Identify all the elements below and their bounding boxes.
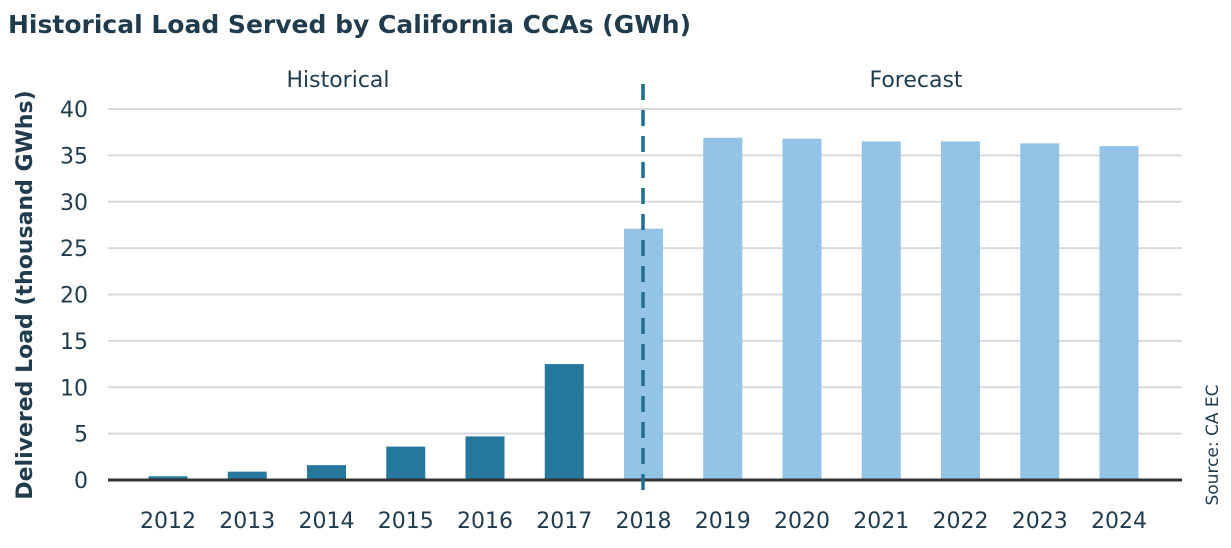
bar-2020 <box>782 138 822 480</box>
bar-2019 <box>703 137 743 480</box>
source-note: Source: CA EC <box>1203 384 1223 505</box>
bar-2023 <box>1020 143 1060 480</box>
x-tick-label: 2018 <box>616 509 672 534</box>
bar-2021 <box>861 141 901 480</box>
x-tick-label: 2014 <box>299 509 355 534</box>
x-tick-label: 2023 <box>1012 509 1068 534</box>
y-tick-label: 35 <box>60 144 88 169</box>
bar-2022 <box>941 141 980 480</box>
x-tick-label: 2024 <box>1091 509 1147 534</box>
bar-2013 <box>227 471 267 480</box>
y-tick-label: 25 <box>60 237 88 262</box>
x-tick-label: 2019 <box>695 509 751 534</box>
y-tick-label: 20 <box>60 284 88 309</box>
forecast-label: Forecast <box>869 68 962 93</box>
y-tick-label: 0 <box>74 469 88 494</box>
x-tick-label: 2022 <box>933 509 989 534</box>
bar-2024 <box>1099 146 1139 480</box>
x-tick-label: 2021 <box>853 509 909 534</box>
y-tick-label: 5 <box>74 423 88 448</box>
bar-2012 <box>148 476 188 480</box>
historical-label: Historical <box>286 68 389 93</box>
bar-2015 <box>386 446 426 480</box>
y-tick-label: 15 <box>60 330 88 355</box>
x-tick-label: 2020 <box>774 509 830 534</box>
x-tick-label: 2013 <box>219 509 275 534</box>
y-tick-label: 40 <box>60 98 88 123</box>
x-tick-label: 2016 <box>457 509 513 534</box>
chart-title: Historical Load Served by California CCA… <box>8 10 691 39</box>
x-tick-label: 2015 <box>378 509 434 534</box>
bar-2017 <box>544 364 584 480</box>
bar-2016 <box>465 436 505 480</box>
x-tick-label: 2017 <box>536 509 592 534</box>
x-tick-label: 2012 <box>140 509 196 534</box>
y-tick-label: 10 <box>60 376 88 401</box>
y-tick-label: 30 <box>60 191 88 216</box>
y-axis-label: Delivered Load (thousand GWhs) <box>13 90 38 499</box>
bar-2014 <box>307 465 346 480</box>
